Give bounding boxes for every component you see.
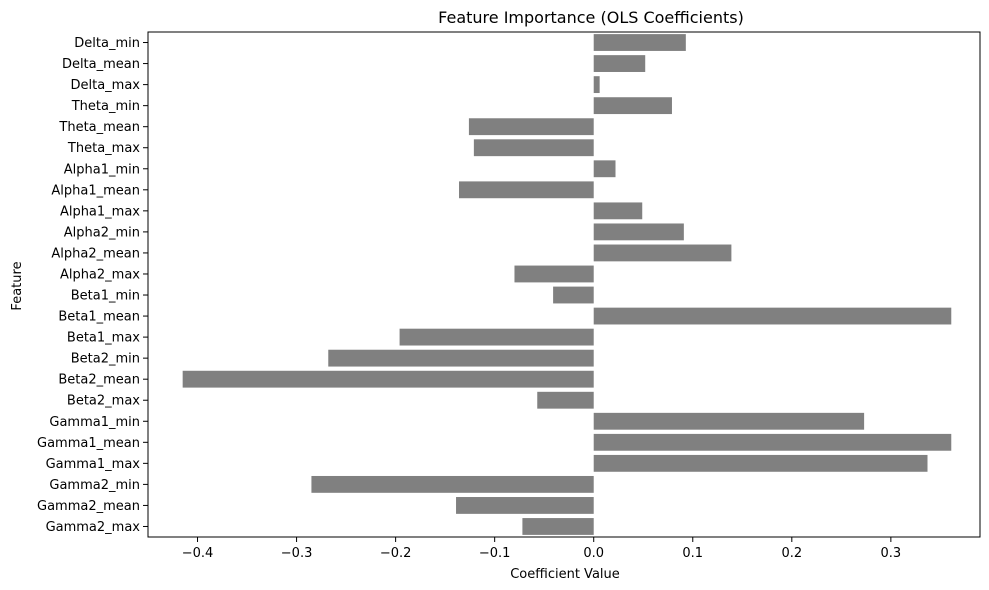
y-tick-label: Alpha2_mean xyxy=(51,246,140,261)
plot-frame xyxy=(147,31,981,538)
y-tick-label: Theta_min xyxy=(71,99,140,114)
y-tick-label: Theta_mean xyxy=(58,120,140,135)
y-tick-label: Gamma1_min xyxy=(49,415,140,430)
y-tick-label: Beta2_min xyxy=(71,352,140,367)
x-axis-label: Coefficient Value xyxy=(510,567,620,582)
y-axis-label: Feature xyxy=(10,261,25,310)
bar-alpha2-mean xyxy=(593,244,732,262)
bar-gamma2-min xyxy=(311,475,594,493)
bar-gamma2-mean xyxy=(456,497,594,514)
bar-theta-min xyxy=(593,97,672,115)
y-tick-label: Gamma2_max xyxy=(46,520,141,535)
bar-gamma2-max xyxy=(522,518,594,535)
x-axis: −0.4 −0.3 −0.2 −0.1 0.0 0.1 0.2 0.3 xyxy=(182,537,901,561)
y-tick-label: Beta2_mean xyxy=(58,373,140,388)
x-tick-label: −0.2 xyxy=(380,546,412,561)
y-tick-label: Delta_mean xyxy=(62,57,140,72)
bar-gamma1-mean xyxy=(593,433,952,451)
x-tick-label: −0.3 xyxy=(281,546,313,561)
bar-gamma1-max xyxy=(593,454,928,472)
bar-beta2-max xyxy=(537,391,594,409)
x-tick-label: −0.1 xyxy=(479,546,511,561)
y-tick-label: Gamma1_mean xyxy=(37,436,140,451)
bar-beta1-min xyxy=(553,286,594,304)
bar-alpha1-max xyxy=(593,202,643,220)
y-tick-label: Alpha2_max xyxy=(60,267,140,282)
y-tick-label: Beta2_max xyxy=(67,394,140,409)
y-tick-label: Beta1_min xyxy=(71,289,140,304)
x-tick-label: 0.2 xyxy=(781,546,802,561)
x-tick-label: 0.1 xyxy=(682,546,703,561)
y-tick-label: Gamma2_mean xyxy=(37,499,140,514)
bar-alpha2-min xyxy=(593,223,684,241)
bar-delta-mean xyxy=(593,55,646,72)
bar-theta-max xyxy=(473,139,594,157)
bar-delta-min xyxy=(593,34,686,51)
chart-title: Feature Importance (OLS Coefficients) xyxy=(438,8,744,27)
bar-alpha1-min xyxy=(593,160,616,178)
bars-group xyxy=(182,34,952,535)
y-tick-label: Delta_min xyxy=(74,36,140,51)
y-tick-label: Gamma2_min xyxy=(49,478,140,493)
y-tick-label: Alpha1_max xyxy=(60,204,140,219)
y-axis: Delta_min Delta_mean Delta_max Theta_min The… xyxy=(37,36,148,535)
bar-delta-max xyxy=(593,76,600,94)
bar-alpha1-mean xyxy=(459,181,594,199)
y-tick-label: Gamma1_max xyxy=(46,457,141,472)
bar-alpha2-max xyxy=(514,265,594,283)
y-tick-label: Alpha1_min xyxy=(64,162,140,177)
y-tick-label: Delta_max xyxy=(70,78,140,93)
y-tick-label: Beta1_mean xyxy=(58,310,140,325)
x-tick-label: 0.0 xyxy=(583,546,604,561)
x-tick-label: −0.4 xyxy=(182,546,214,561)
y-tick-label: Alpha2_min xyxy=(64,225,140,240)
x-tick-label: 0.3 xyxy=(881,546,902,561)
bar-beta1-mean xyxy=(593,307,952,325)
y-tick-label: Beta1_max xyxy=(67,331,140,346)
y-tick-label: Alpha1_mean xyxy=(51,183,140,198)
bar-beta2-mean xyxy=(182,370,594,388)
bar-theta-mean xyxy=(468,118,594,136)
y-tick-label: Theta_max xyxy=(67,141,140,156)
bar-beta1-max xyxy=(399,328,594,346)
bar-gamma1-min xyxy=(593,412,865,430)
bar-beta2-min xyxy=(328,349,594,367)
